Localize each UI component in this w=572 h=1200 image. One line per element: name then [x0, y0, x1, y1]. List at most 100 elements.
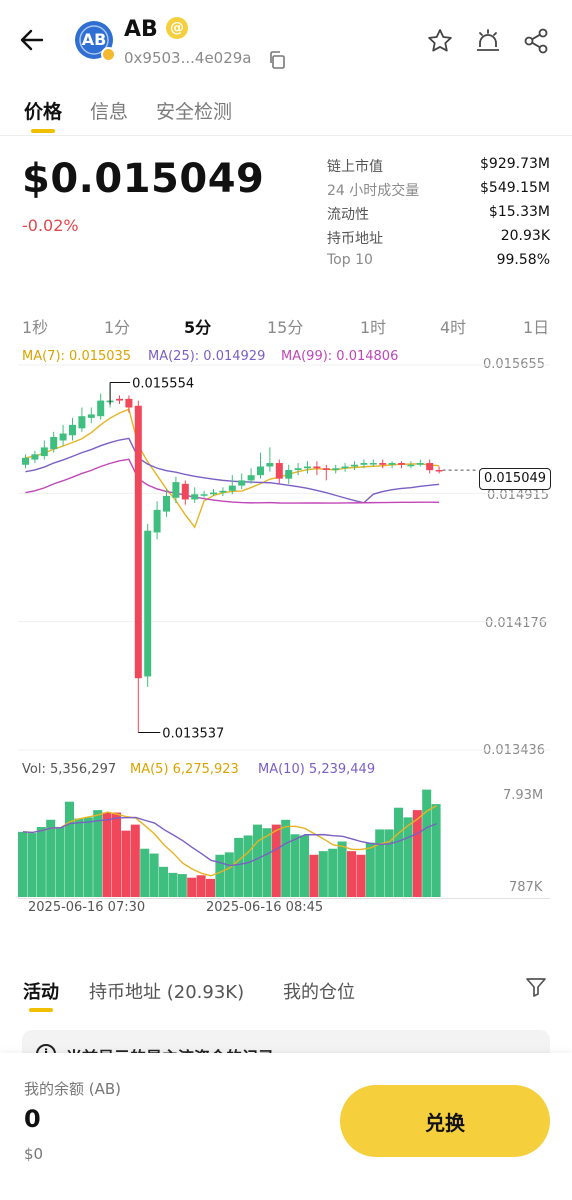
volume-bar: [281, 819, 291, 897]
volume-bar: [159, 866, 168, 897]
subtab-holders[interactable]: 持币地址 (20.93K): [89, 982, 245, 1003]
volume-bar: [431, 804, 441, 897]
copy-icon[interactable]: [267, 50, 287, 70]
volume-bar: [187, 877, 197, 897]
timeframe-15m[interactable]: 15分: [267, 318, 304, 337]
candle-body: [275, 463, 283, 479]
candle-body: [360, 463, 368, 465]
current-price: $0.015049: [22, 156, 265, 202]
vol-ma10-legend: MA(10) 5,239,449: [258, 762, 376, 777]
share-icon[interactable]: [522, 27, 550, 55]
token-symbol: AB: [124, 17, 158, 42]
candle-body: [313, 466, 321, 469]
timeframe-1s[interactable]: 1秒: [22, 318, 49, 337]
candle-body: [266, 463, 274, 467]
vol-ma5-legend: MA(5) 6,275,923: [130, 762, 239, 777]
candle-body: [426, 463, 434, 471]
candlestick-chart[interactable]: 0.015554 0.013537: [0, 360, 572, 760]
volume-bar: [412, 810, 422, 897]
volume-bar: [375, 829, 385, 897]
tabs-divider: [0, 135, 572, 136]
chain-badge-icon: [101, 47, 116, 62]
stat-value-volume: $549.15M: [480, 180, 550, 196]
subtab-activity[interactable]: 活动: [23, 982, 59, 1003]
candle-body: [210, 492, 217, 495]
swap-button[interactable]: 兑换: [340, 1085, 550, 1157]
candle-body: [228, 485, 236, 491]
volume-bar: [65, 801, 74, 897]
candle-body: [257, 466, 264, 476]
candle-body: [285, 469, 293, 479]
tab-security[interactable]: 安全检测: [156, 101, 233, 123]
stat-label-liquidity: 流动性: [327, 207, 369, 223]
volume-bar: [234, 837, 244, 897]
subtab-my-position[interactable]: 我的仓位: [283, 982, 355, 1003]
filter-icon[interactable]: [524, 975, 548, 999]
chart-annotations: 0.015554 0.013537: [109, 377, 478, 741]
volume-bar: [102, 812, 112, 897]
volume-bar: [337, 841, 347, 897]
at-badge-text: @: [170, 20, 184, 36]
token-logo: AB: [74, 20, 116, 62]
vol-axis-bottom: 787K: [509, 880, 543, 895]
volume-bar: [74, 818, 84, 897]
candle-body: [341, 466, 349, 469]
ma7-line: [25, 408, 440, 529]
volume-bar: [422, 789, 432, 897]
price-axis-mid2: 0.014176: [485, 616, 548, 631]
candle-body: [40, 447, 48, 457]
candles: [22, 382, 443, 733]
date-label-2: 2025-06-16 08:45: [206, 900, 324, 915]
volume-bar: [206, 878, 215, 897]
candle-body: [172, 482, 180, 498]
vol-legend: Vol: 5,356,297: [22, 762, 117, 777]
tab-info[interactable]: 信息: [90, 101, 129, 123]
volume-bar: [224, 852, 234, 897]
price-change: -0.02%: [22, 216, 79, 235]
timeframe-4h[interactable]: 4时: [440, 318, 467, 337]
timeframe-1m[interactable]: 1分: [104, 318, 131, 337]
candle-body: [125, 398, 133, 408]
tab-price[interactable]: 价格: [24, 101, 63, 123]
candle-body: [238, 480, 246, 486]
candle-body: [191, 494, 199, 500]
volume-bar: [112, 812, 121, 897]
bottom-bar: 我的余额 (AB) 0 $0 兑换: [0, 1053, 572, 1200]
candle-body: [200, 494, 208, 496]
at-badge-icon[interactable]: @: [166, 17, 188, 39]
ma99-legend: MA(99): 0.014806: [281, 349, 399, 364]
candle-body: [69, 424, 76, 436]
volume-bar: [347, 851, 356, 897]
volume-bar: [36, 827, 46, 897]
back-arrow-icon[interactable]: [18, 26, 46, 54]
ma25-legend: MA(25): 0.014929: [148, 349, 266, 364]
stat-label-mcap: 链上市值: [327, 159, 383, 175]
candle-body: [332, 468, 340, 470]
ma99-line: [25, 458, 440, 504]
timeframe-5m[interactable]: 5分: [184, 318, 212, 337]
candle-body: [304, 466, 311, 469]
volume-bar: [271, 824, 281, 897]
volume-chart[interactable]: [0, 780, 572, 900]
volume-bar: [215, 854, 225, 897]
volume-bar: [149, 853, 159, 897]
timeframe-1h[interactable]: 1时: [360, 318, 387, 337]
timeframe-1d[interactable]: 1日: [523, 318, 550, 337]
stat-label-top10: Top 10: [327, 252, 373, 268]
stat-value-top10: 99.58%: [496, 252, 550, 268]
price-axis-mid1: 0.014915: [487, 488, 550, 503]
candle-body: [247, 475, 255, 481]
volume-bar: [290, 834, 300, 897]
alert-bell-icon[interactable]: [474, 27, 502, 55]
candle-body: [59, 433, 67, 441]
volume-ma-lines: [22, 805, 437, 877]
tab-price-underline: [31, 129, 55, 133]
date-label-1: 2025-06-16 07:30: [28, 900, 146, 915]
volume-bar: [196, 875, 206, 897]
stat-value-holders: 20.93K: [500, 228, 550, 244]
volume-bar: [262, 828, 272, 897]
volume-bar: [177, 874, 187, 897]
candle-body: [416, 463, 424, 465]
star-icon[interactable]: [426, 27, 454, 55]
candle-body: [163, 495, 170, 512]
